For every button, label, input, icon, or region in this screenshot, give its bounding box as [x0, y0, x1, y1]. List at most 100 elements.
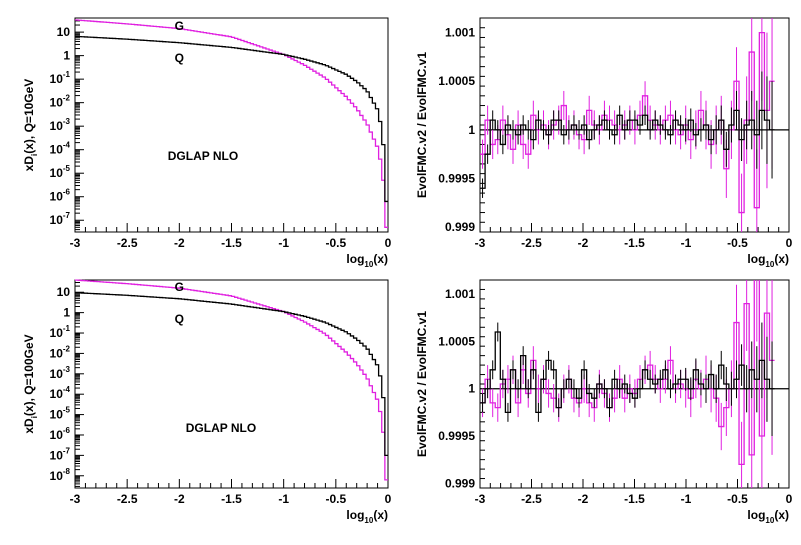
y-tick-base: 10 [50, 326, 64, 340]
x-tick-label: -1 [278, 492, 289, 506]
y-axis-label-part: (x), Q=100GeV [22, 334, 36, 416]
y-tick-label: 10-3 [50, 365, 71, 381]
x-axis-label-base: log [747, 252, 765, 266]
y-tick-label: 10-5 [50, 406, 71, 422]
y-tick-label: 10-4 [50, 385, 71, 401]
x-tick-label: -1.5 [221, 492, 242, 506]
x-tick-label: -2 [578, 492, 589, 506]
annotation-label: DGLAP NLO [186, 421, 256, 435]
y-tick-base: 10 [50, 143, 64, 157]
plot-frame [74, 17, 389, 233]
y-tick-base: 10 [50, 387, 64, 401]
x-tick-label: -2.5 [117, 492, 138, 506]
y-tick-exponent: -6 [63, 188, 71, 197]
y-axis-label: xDi(x), Q=100GeV [22, 334, 39, 433]
y-tick-label: 1.001 [445, 26, 475, 40]
x-tick-label: -2.5 [521, 236, 542, 250]
x-tick-label: -1 [681, 236, 692, 250]
y-tick-exponent: -1 [63, 70, 71, 79]
y-tick-exponent: -7 [63, 211, 71, 220]
series-line-q [75, 292, 388, 457]
x-axis-label: log10(x) [747, 252, 789, 269]
y-axis-label: EvolFMC.v2 / EvolFMC.v1 [415, 52, 429, 198]
y-tick-base: 10 [50, 408, 64, 422]
y-tick-label: 0.999 [445, 220, 475, 234]
x-axis-label-sub: 10 [364, 260, 373, 269]
series-label-q: Q [175, 312, 184, 326]
y-tick-label: 10 [57, 25, 71, 39]
x-tick-label: -3 [70, 236, 81, 250]
y-tick-base: 10 [50, 166, 64, 180]
y-tick-label: 1.0005 [438, 74, 475, 88]
y-tick-exponent: -1 [63, 324, 71, 333]
y-tick-exponent: -5 [63, 164, 71, 173]
y-tick-label: 10-1 [50, 70, 71, 86]
x-axis-label: log10(x) [747, 508, 789, 525]
y-tick-label: 10-1 [50, 324, 71, 340]
y-tick-label: 10-7 [50, 211, 71, 227]
x-axis-label-sub: 10 [765, 260, 774, 269]
y-tick-exponent: -5 [63, 406, 71, 415]
series-label-g: G [175, 280, 184, 294]
x-axis-label: log10(x) [346, 252, 388, 269]
x-tick-label: -2.5 [117, 236, 138, 250]
x-tick-label: 0 [786, 492, 793, 506]
x-tick-label: -2 [174, 236, 185, 250]
series-group [480, 18, 775, 232]
series-line-g [75, 279, 388, 481]
y-tick-label: 1.0005 [438, 334, 475, 348]
y-tick-base: 10 [50, 72, 64, 86]
panel-bottom-right: -3 -2.5 -2 -1.5 -1 -0.5 0 log10(x) 0.999 0.9995 1 1… [415, 279, 793, 525]
x-axis-label-base: log [747, 508, 765, 522]
x-tick-label: -1.5 [624, 492, 645, 506]
y-tick-label: 10-4 [50, 141, 71, 157]
x-axis-label-tail: (x) [774, 508, 789, 522]
panel-top-right: -3 -2.5 -2 -1.5 -1 -0.5 0 log10(x) 0.999 0.9995 1 1… [415, 17, 793, 269]
x-tick-label: -0.5 [727, 492, 748, 506]
x-axis-label-tail: (x) [373, 508, 388, 522]
y-tick-label: 1.001 [445, 287, 475, 301]
y-tick-label: 10-3 [50, 117, 71, 133]
series-group [480, 280, 775, 488]
x-axis-label-sub: 10 [364, 516, 373, 525]
y-tick-exponent: -7 [63, 446, 71, 455]
series-label-g: G [175, 19, 184, 33]
y-tick-label: 1 [468, 123, 475, 137]
panel-top-left: -3 -2.5 -2 -1.5 -1 -0.5 0log10(x)10-710-610-51… [22, 17, 392, 269]
x-tick-label: 0 [385, 492, 392, 506]
x-axis-label-tail: (x) [373, 252, 388, 266]
x-tick-label: -1 [681, 492, 692, 506]
y-tick-label: 1 [63, 49, 70, 63]
x-tick-label: -1.5 [624, 236, 645, 250]
x-tick-label: -1.5 [221, 236, 242, 250]
panel-bottom-left: -3 -2.5 -2 -1.5 -1 -0.5 0log10(x)10-810-710-61… [22, 279, 392, 525]
y-axis-label: EvolFMC.v2 / EvolFMC.v1 [415, 311, 429, 457]
series-label-q: Q [175, 51, 184, 65]
x-tick-label: -2 [578, 236, 589, 250]
y-axis-label-part: xD [22, 418, 36, 434]
series-line-q [480, 109, 775, 189]
y-tick-exponent: -8 [63, 467, 71, 476]
x-tick-label: -1 [278, 236, 289, 250]
y-axis-label-sub: i [30, 416, 39, 418]
y-tick-base: 10 [50, 448, 64, 462]
x-axis-label-base: log [346, 508, 364, 522]
y-tick-label: 10-5 [50, 164, 71, 180]
y-tick-base: 10 [50, 119, 64, 133]
y-tick-label: 0.9995 [438, 172, 475, 186]
annotation-label: DGLAP NLO [168, 149, 238, 163]
y-tick-label: 10-6 [50, 188, 71, 204]
y-tick-exponent: -4 [63, 141, 71, 150]
y-tick-base: 10 [50, 428, 64, 442]
y-axis-label-part: (x), Q=10GeV [22, 79, 36, 154]
y-tick-label: 10-8 [50, 467, 71, 483]
series-line-g [480, 280, 775, 466]
x-axis-label-sub: 10 [765, 516, 774, 525]
y-tick-base: 10 [50, 469, 64, 483]
y-tick-exponent: -3 [63, 117, 71, 126]
y-tick-exponent: -3 [63, 365, 71, 374]
y-tick-label: 10-6 [50, 426, 71, 442]
y-axis-label-part: xD [22, 156, 36, 172]
x-axis-label-tail: (x) [774, 252, 789, 266]
y-tick-base: 10 [50, 367, 64, 381]
